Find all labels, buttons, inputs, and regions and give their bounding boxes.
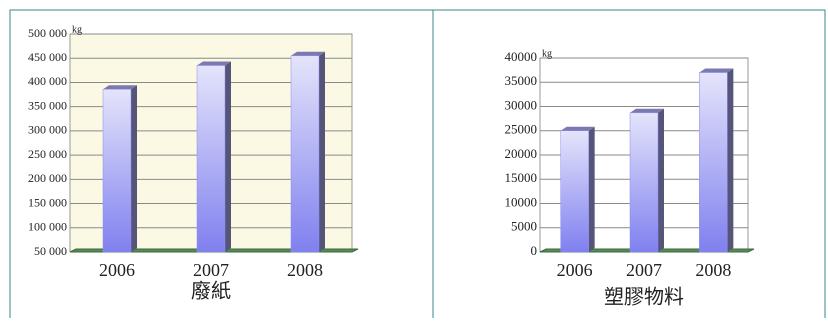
y-tick-label: 300 000	[28, 123, 67, 137]
y-tick-label: 50 000	[34, 244, 67, 258]
y-axis-unit: kg	[72, 24, 82, 35]
y-tick-label: 350 000	[28, 98, 67, 112]
bar-side	[319, 52, 325, 252]
x-tick-label: 2008	[287, 260, 323, 280]
y-tick-label: 25000	[505, 122, 538, 137]
y-axis-unit: kg	[542, 48, 552, 59]
bar-side	[225, 61, 231, 252]
bar-side	[589, 127, 595, 252]
x-tick-label: 2007	[193, 260, 229, 280]
chart-title: 塑膠物料	[604, 286, 684, 309]
y-tick-label: 30000	[505, 97, 538, 112]
y-tick-label: 500 000	[28, 26, 67, 40]
bar	[630, 113, 658, 252]
bar	[103, 89, 131, 252]
bar-top	[291, 52, 325, 56]
y-tick-label: 20000	[505, 146, 538, 161]
y-tick-label: 400 000	[28, 74, 67, 88]
y-tick-label: 10000	[505, 194, 538, 209]
x-tick-label: 2006	[99, 260, 135, 280]
bar	[699, 73, 727, 252]
page: 50 000 100 000 150 000 200 000 250 000 300 00…	[0, 0, 828, 318]
x-tick-label: 2008	[695, 260, 731, 280]
x-tick-label: 2006	[557, 260, 593, 280]
y-tick-label: 250 000	[28, 147, 67, 161]
y-tick-label: 40000	[505, 49, 538, 64]
bar	[197, 65, 225, 252]
y-tick-label: 450 000	[28, 50, 67, 64]
bar-side	[131, 85, 137, 252]
y-tick-label: 5000	[511, 219, 537, 234]
y-tick-label: 35000	[505, 73, 538, 88]
bar	[291, 56, 319, 252]
y-tick-label: 200 000	[28, 171, 67, 185]
y-tick-label: 0	[531, 243, 538, 258]
bar	[561, 131, 589, 252]
bar-side	[658, 109, 664, 252]
bar-top	[197, 61, 231, 65]
x-tick-label: 2007	[626, 260, 662, 280]
chart-title: 廢紙	[191, 280, 231, 303]
bar-side	[727, 69, 733, 252]
y-tick-label: 150 000	[28, 195, 67, 209]
y-tick-label: 15000	[505, 170, 538, 185]
y-tick-label: 100 000	[28, 220, 67, 234]
